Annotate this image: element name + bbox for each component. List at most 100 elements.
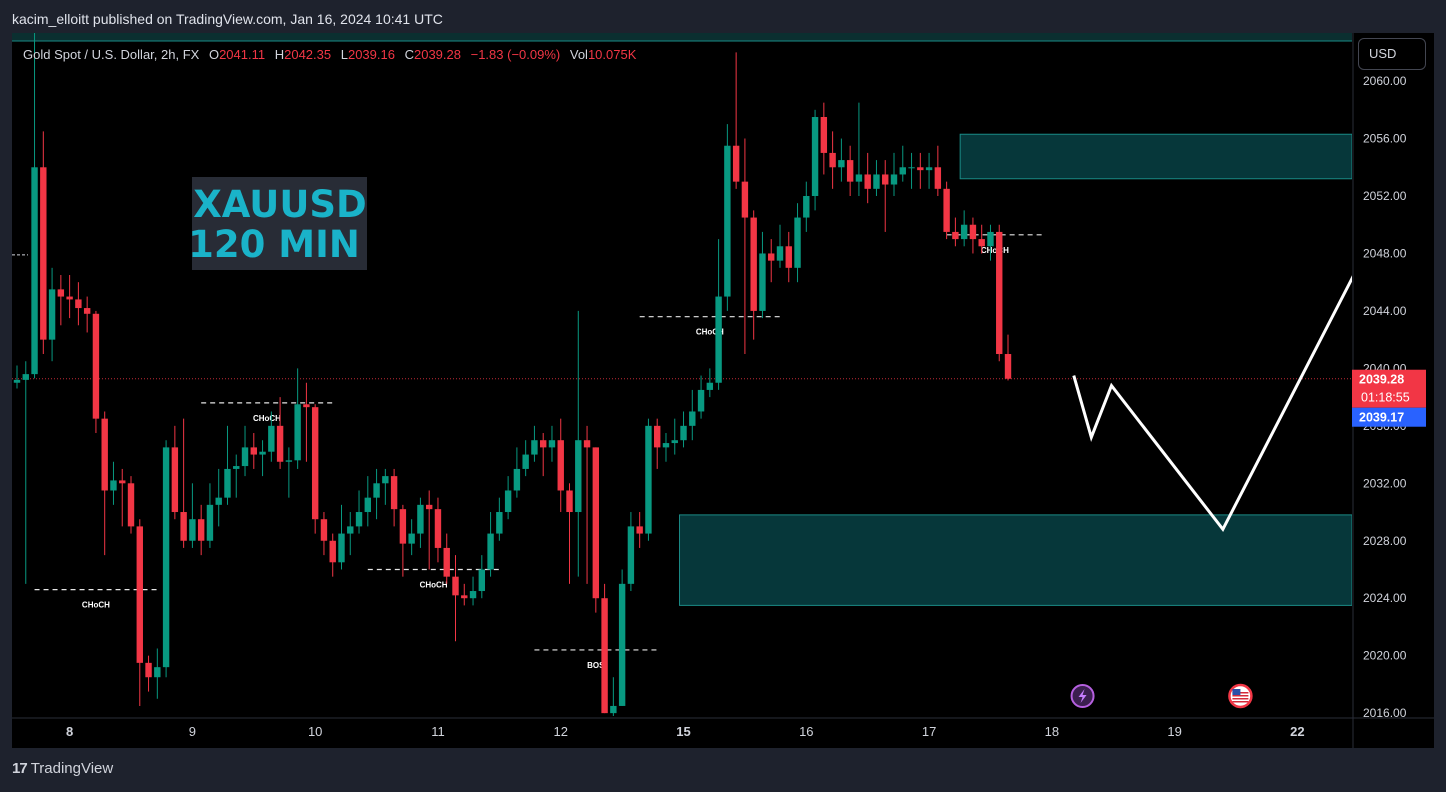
- candle: [820, 102, 828, 175]
- candle: [180, 418, 187, 548]
- candle-body: [987, 231, 994, 247]
- candle: [425, 490, 433, 570]
- candle: [136, 519, 143, 706]
- candle-body: [469, 591, 477, 599]
- candle: [548, 425, 556, 462]
- currency-button[interactable]: USD: [1358, 38, 1426, 70]
- candle: [601, 583, 608, 714]
- candle-body: [540, 440, 547, 448]
- candle: [434, 497, 442, 563]
- candle: [987, 224, 994, 261]
- candle: [873, 160, 880, 197]
- x-tick-label: 8: [66, 724, 73, 739]
- candle: [934, 145, 942, 197]
- structure-label: CHoCH: [420, 580, 448, 589]
- low-value: 2039.16: [347, 47, 395, 62]
- candle-body: [838, 160, 845, 168]
- x-tick-label: 9: [189, 724, 196, 739]
- chart-panel[interactable]: CHoCH CHoCH CHoCH BOS CHoCH CHoCH XAUUSD 120 MI…: [12, 33, 1434, 748]
- x-tick-label: 22: [1290, 724, 1304, 739]
- candle-body: [794, 217, 801, 268]
- candle: [311, 404, 319, 534]
- candle: [864, 152, 871, 204]
- candle-body: [811, 117, 819, 197]
- symbol-name[interactable]: Gold Spot / U.S. Dollar, 2h, FX: [23, 47, 200, 62]
- published-header: kacim_elloitt published on TradingView.c…: [12, 11, 443, 27]
- candle-body: [566, 490, 573, 513]
- candle-body: [40, 167, 47, 340]
- candle: [671, 418, 678, 455]
- candle-body: [636, 526, 643, 534]
- candle-body: [215, 497, 222, 505]
- candle: [233, 454, 240, 498]
- candle-body: [461, 595, 468, 599]
- chart-subtitle: 120 MIN: [188, 223, 360, 266]
- y-tick-label: 2028.00: [1363, 534, 1407, 548]
- candle: [917, 152, 924, 189]
- candle: [48, 267, 56, 362]
- candle-body: [969, 224, 977, 240]
- candle: [583, 425, 591, 584]
- candle-body: [601, 598, 608, 714]
- candle: [347, 512, 354, 556]
- candle: [785, 231, 792, 283]
- y-tick-label: 2020.00: [1363, 649, 1407, 663]
- candle-body: [338, 533, 345, 563]
- candle-body: [189, 519, 196, 541]
- us-flag-event-icon: [1228, 683, 1253, 709]
- y-tick-label: 2052.00: [1363, 189, 1407, 203]
- candle-body: [531, 440, 538, 455]
- candle: [829, 131, 836, 189]
- candle: [776, 224, 784, 268]
- candle: [250, 433, 257, 469]
- candle-body: [197, 519, 205, 541]
- x-tick-label: 17: [922, 724, 936, 739]
- candle: [513, 447, 521, 498]
- candle: [855, 102, 863, 197]
- candle-body: [101, 418, 108, 491]
- candle-body: [513, 468, 521, 491]
- candle: [654, 418, 661, 469]
- candle-body: [759, 253, 766, 311]
- candle-body: [233, 466, 240, 469]
- footer-brand[interactable]: 17 TradingView: [12, 760, 113, 777]
- candle: [119, 468, 126, 527]
- candle: [803, 181, 810, 232]
- candle-body: [364, 497, 371, 513]
- candle: [715, 239, 722, 390]
- candle-body: [627, 526, 635, 584]
- candle: [303, 382, 310, 462]
- candle: [382, 468, 389, 505]
- candle: [145, 655, 152, 692]
- candle-body: [452, 576, 459, 596]
- candle: [732, 52, 740, 189]
- candle-body: [504, 490, 512, 513]
- candle-body: [57, 289, 65, 297]
- candle: [531, 425, 538, 462]
- candle: [504, 476, 512, 520]
- candle-body: [645, 425, 652, 534]
- candle-body: [829, 152, 836, 168]
- candle-body: [557, 440, 564, 491]
- volume-value: 10.075K: [587, 47, 637, 62]
- candle-body: [434, 509, 442, 548]
- us-flag-event-icon: [1379, 685, 1401, 707]
- candle: [768, 239, 775, 283]
- candle-body: [48, 289, 56, 340]
- tradingview-logo-icon: 17: [12, 760, 28, 777]
- candle-body: [768, 253, 775, 261]
- candle-body: [917, 167, 924, 171]
- candle-body: [943, 188, 950, 232]
- y-tick-label: 2016.00: [1363, 706, 1407, 720]
- candle: [57, 275, 65, 326]
- x-tick-label: 18: [1045, 724, 1059, 739]
- candle: [952, 217, 959, 247]
- candle-body: [908, 167, 915, 169]
- candle: [22, 361, 29, 584]
- y-tick-label: 2044.00: [1363, 304, 1407, 318]
- candle: [978, 224, 985, 254]
- candle: [794, 203, 801, 283]
- close-value: 2039.28: [413, 47, 461, 62]
